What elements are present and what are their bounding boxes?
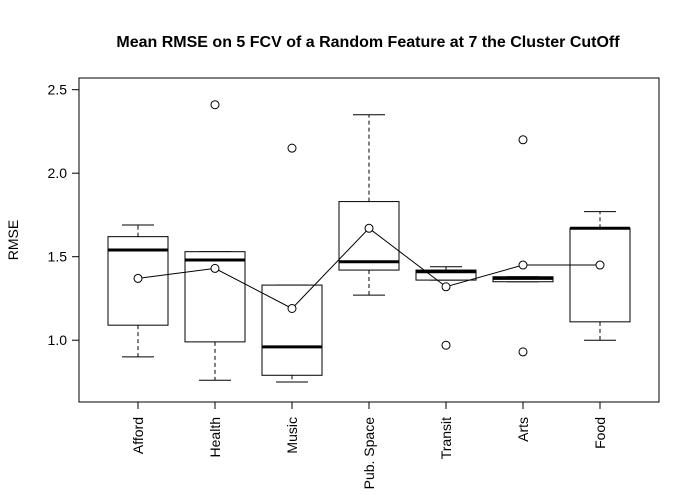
x-tick-label: Transit [438, 417, 454, 459]
outlier-point [441, 340, 451, 350]
outlier-point [210, 100, 220, 110]
x-tick-label: Food [592, 417, 608, 449]
mean-point [210, 263, 220, 273]
boxes [107, 100, 631, 383]
box-food [569, 211, 631, 341]
box-iqr [415, 269, 477, 281]
chart-title: Mean RMSE on 5 FCV of a Random Feature a… [116, 34, 620, 51]
mean-point [518, 260, 528, 270]
x-tick-label: Arts [515, 417, 531, 442]
y-tick-label: 2.0 [48, 165, 68, 181]
box-health [184, 100, 246, 381]
box-iqr [261, 284, 323, 376]
box-iqr [569, 227, 631, 323]
box-iqr [184, 251, 246, 343]
axes: 1.0 1.5 2.0 2.5 Afford Health Music Pub. Space T… [48, 82, 608, 490]
mean-point [364, 223, 374, 233]
mean-point [287, 303, 297, 313]
box-music [261, 143, 323, 383]
x-tick-label: Afford [130, 417, 146, 454]
outlier-point [518, 347, 528, 357]
box-afford [107, 224, 169, 358]
x-tick-label: Health [207, 417, 223, 457]
box-transit [415, 266, 477, 350]
x-tick-label: Pub. Space [361, 417, 377, 490]
box-arts [492, 135, 554, 357]
x-tick-label: Music [284, 417, 300, 454]
outlier-point [287, 143, 297, 153]
y-tick-label: 1.5 [48, 249, 68, 265]
mean-series [133, 223, 605, 313]
box-pub-space [338, 114, 400, 296]
mean-point [133, 273, 143, 283]
mean-point [441, 282, 451, 292]
mean-point [595, 260, 605, 270]
y-tick-label: 2.5 [48, 82, 68, 98]
outlier-point [518, 135, 528, 145]
y-tick-label: 1.0 [48, 332, 68, 348]
y-axis-label: RMSE [5, 220, 21, 260]
box-iqr [338, 201, 400, 271]
